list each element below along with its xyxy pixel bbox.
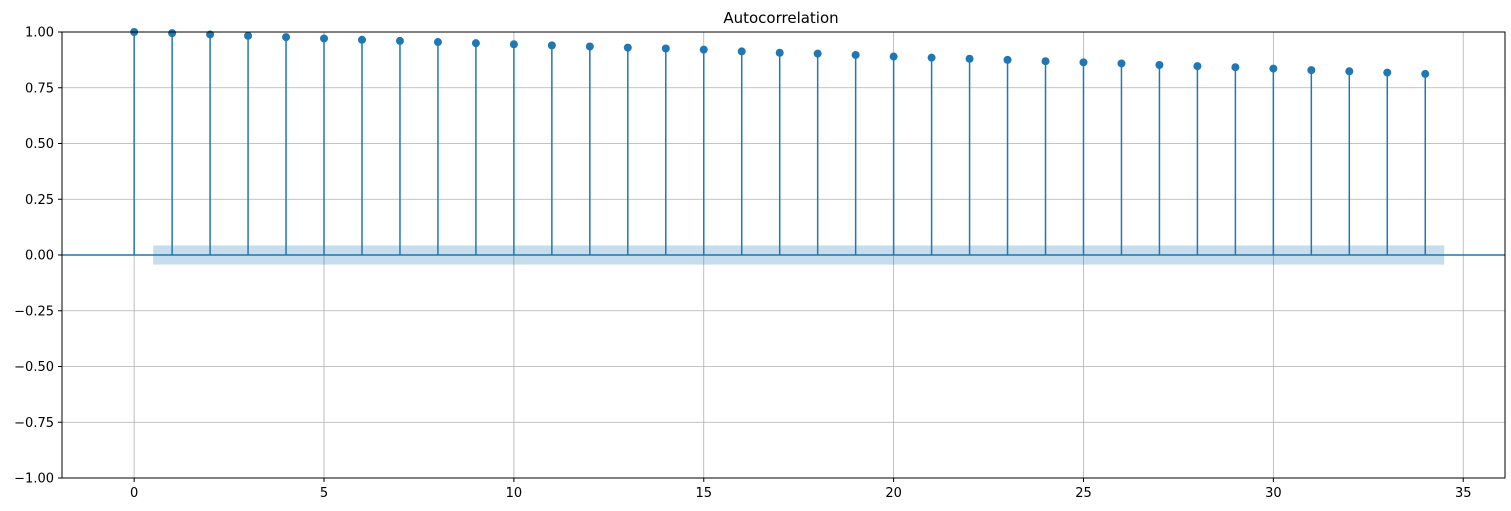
- stem-marker: [357, 35, 366, 44]
- y-tick-label: 0.75: [25, 81, 54, 96]
- stem-marker: [471, 39, 480, 48]
- stem-marker: [282, 33, 291, 42]
- stem-marker: [168, 29, 177, 38]
- stem-marker: [320, 34, 329, 43]
- x-tick-label: 15: [695, 486, 712, 501]
- x-tick-label: 35: [1455, 486, 1472, 501]
- x-tick-label: 0: [130, 486, 138, 501]
- stem-marker: [547, 41, 556, 50]
- stem-marker: [965, 54, 974, 63]
- stem-marker: [813, 49, 822, 58]
- y-tick-label: 0.00: [25, 249, 54, 264]
- y-tick-label: −1.00: [14, 472, 54, 487]
- y-tick-label: −0.25: [14, 304, 54, 319]
- chart-title: Autocorrelation: [723, 9, 838, 27]
- stem-marker: [927, 53, 936, 62]
- stem-series: [62, 28, 1505, 256]
- stem-marker: [1117, 59, 1126, 68]
- stem-marker: [585, 42, 594, 51]
- stem-marker: [889, 52, 898, 61]
- y-tick-label: 0.50: [25, 137, 54, 152]
- y-tick-label: −0.75: [14, 416, 54, 431]
- stem-marker: [737, 47, 746, 56]
- x-axis-ticks: 0 5 10 15 20 25 30 35: [130, 478, 1472, 501]
- stem-marker: [699, 45, 708, 54]
- x-tick-label: 10: [506, 486, 523, 501]
- stem-marker: [1307, 66, 1316, 75]
- y-tick-label: 1.00: [25, 26, 54, 41]
- stem-marker: [1003, 55, 1012, 64]
- stem-marker: [1383, 68, 1392, 77]
- stem-marker: [1269, 64, 1278, 73]
- stem-marker: [433, 38, 442, 47]
- stem-marker: [1079, 58, 1088, 67]
- stem-marker: [1231, 63, 1240, 72]
- stem-marker: [1193, 62, 1202, 71]
- stem-marker: [1155, 61, 1164, 70]
- x-tick-label: 5: [320, 486, 328, 501]
- stem-marker: [509, 40, 518, 49]
- x-tick-label: 25: [1075, 486, 1092, 501]
- stem-marker: [1345, 67, 1354, 76]
- y-tick-label: 0.25: [25, 193, 54, 208]
- stem-marker: [1041, 57, 1050, 66]
- stem-marker: [851, 50, 860, 59]
- x-tick-label: 20: [885, 486, 902, 501]
- stem-marker: [244, 31, 253, 40]
- stem-marker: [775, 48, 784, 57]
- stem-marker: [1421, 69, 1430, 78]
- stem-marker: [661, 44, 670, 53]
- stem-marker: [623, 43, 632, 52]
- stem-marker: [395, 36, 404, 45]
- y-axis-ticks: 1.00 0.75 0.50 0.25 0.00 −0.25 −0.50 −0.75 −1.00: [14, 26, 62, 487]
- y-tick-label: −0.50: [14, 360, 54, 375]
- x-tick-label: 30: [1265, 486, 1282, 501]
